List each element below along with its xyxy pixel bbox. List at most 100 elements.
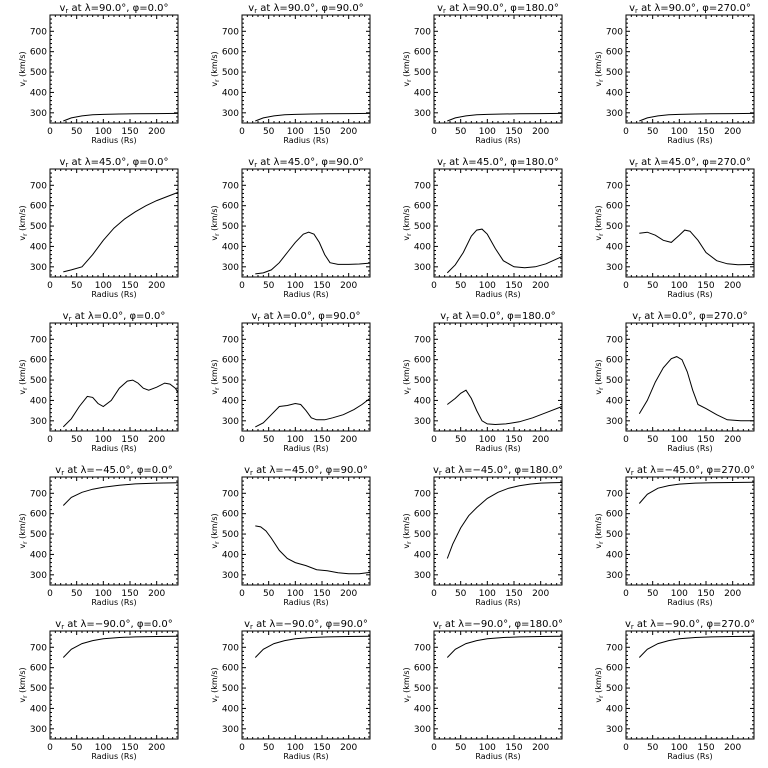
x-tick-label: 0 xyxy=(431,589,437,599)
ylabel-unit: (km/s) xyxy=(594,359,603,387)
y-tick-label: 700 xyxy=(414,27,431,37)
y-tick-label: 600 xyxy=(414,202,431,212)
y-tick-label: 300 xyxy=(414,109,431,119)
x-tick-label: 0 xyxy=(47,281,53,291)
y-tick-label: 300 xyxy=(222,417,239,427)
ylabel-v: v xyxy=(210,390,219,395)
ylabel-v: v xyxy=(18,544,27,549)
panel-title: vr at λ=90.0°, φ=90.0° xyxy=(248,3,363,15)
x-tick-label: 50 xyxy=(455,281,467,291)
y-tick-label: 300 xyxy=(606,109,623,119)
panel-title: vr at λ=0.0°, φ=0.0° xyxy=(63,311,166,323)
ylabel-unit: (km/s) xyxy=(18,51,27,79)
x-tick-label: 150 xyxy=(697,435,714,445)
ylabel-v: v xyxy=(402,544,411,549)
title-v: v xyxy=(63,311,69,322)
y-tick-label: 300 xyxy=(30,263,47,273)
title-subscript: r xyxy=(61,469,64,477)
x-tick-label: 50 xyxy=(71,281,83,291)
y-axis-label: vr (km/s) xyxy=(594,667,605,702)
plot-frame xyxy=(241,14,371,124)
y-tick-label: 300 xyxy=(30,417,47,427)
x-tick-label: 50 xyxy=(263,435,275,445)
y-axis-label: vr (km/s) xyxy=(210,667,221,702)
ylabel-unit: (km/s) xyxy=(402,667,411,695)
y-tick-label: 500 xyxy=(30,376,47,386)
title-text: at λ=−45.0°, φ=0.0° xyxy=(64,465,173,476)
ylabel-subscript: r xyxy=(598,79,605,82)
x-tick-label: 0 xyxy=(239,127,245,137)
x-tick-label: 50 xyxy=(71,589,83,599)
series-line xyxy=(255,525,371,575)
y-tick-label: 500 xyxy=(414,222,431,232)
ylabel-subscript: r xyxy=(214,695,221,698)
y-tick-label: 500 xyxy=(222,222,239,232)
ylabel-unit: (km/s) xyxy=(402,513,411,541)
chart-panel: vr at λ=90.0°, φ=0.0°0 50 100 150 2003004005… xyxy=(18,3,179,145)
panel-title: vr at λ=45.0°, φ=270.0° xyxy=(629,157,751,169)
title-subscript: r xyxy=(443,7,446,15)
y-tick-label: 400 xyxy=(30,396,47,406)
x-tick-label: 0 xyxy=(47,743,53,753)
y-axis-label: vr (km/s) xyxy=(402,359,413,394)
title-subscript: r xyxy=(635,161,638,169)
series-line xyxy=(62,635,179,658)
plot-frame xyxy=(625,476,755,586)
title-v: v xyxy=(433,465,439,476)
y-tick-label: 600 xyxy=(222,664,239,674)
ylabel-unit: (km/s) xyxy=(594,51,603,79)
title-subscript: r xyxy=(439,623,442,631)
title-subscript: r xyxy=(250,469,253,477)
chart-panel: vr at λ=45.0°, φ=0.0°0 50 100 150 2003004005… xyxy=(18,157,179,299)
panel-title: vr at λ=−45.0°, φ=270.0° xyxy=(625,465,755,477)
x-tick-label: 0 xyxy=(623,743,629,753)
series-line xyxy=(446,482,563,559)
x-axis-label: Radius (Rs) xyxy=(667,598,712,607)
title-v: v xyxy=(625,619,631,630)
ylabel-v: v xyxy=(402,236,411,241)
x-axis-label: Radius (Rs) xyxy=(91,290,136,299)
y-axis-label: vr (km/s) xyxy=(594,205,605,240)
y-axis-label: vr (km/s) xyxy=(18,359,29,394)
x-axis-label: Radius (Rs) xyxy=(667,444,712,453)
x-tick-label: 0 xyxy=(239,589,245,599)
y-tick-label: 700 xyxy=(606,27,623,37)
title-text: at λ=−45.0°, φ=180.0° xyxy=(442,465,563,476)
x-axis-label: Radius (Rs) xyxy=(667,290,712,299)
x-tick-label: 0 xyxy=(239,743,245,753)
ylabel-v: v xyxy=(402,82,411,87)
y-tick-label: 600 xyxy=(222,510,239,520)
x-tick-label: 200 xyxy=(724,743,741,753)
chart-panel: vr at λ=90.0°, φ=180.0°0 50 100 150 20030040… xyxy=(402,3,563,145)
x-axis-label: Radius (Rs) xyxy=(283,444,328,453)
title-v: v xyxy=(437,157,443,168)
title-subscript: r xyxy=(631,623,634,631)
x-tick-label: 150 xyxy=(121,589,138,599)
x-axis-label: Radius (Rs) xyxy=(475,290,520,299)
x-tick-label: 100 xyxy=(287,435,304,445)
ylabel-unit: (km/s) xyxy=(18,205,27,233)
ylabel-v: v xyxy=(594,390,603,395)
x-axis-label: Radius (Rs) xyxy=(283,290,328,299)
x-tick-label: 0 xyxy=(623,127,629,137)
y-tick-label: 400 xyxy=(606,242,623,252)
ylabel-unit: (km/s) xyxy=(210,205,219,233)
x-tick-label: 50 xyxy=(647,743,659,753)
panel-title: vr at λ=−45.0°, φ=0.0° xyxy=(55,465,172,477)
x-tick-label: 150 xyxy=(121,127,138,137)
ylabel-subscript: r xyxy=(406,387,413,390)
chart-panel: vr at λ=45.0°, φ=180.0°0 50 100 150 20030040… xyxy=(402,157,563,299)
title-v: v xyxy=(244,465,250,476)
y-tick-label: 700 xyxy=(222,181,239,191)
x-axis-label: Radius (Rs) xyxy=(667,752,712,761)
ylabel-v: v xyxy=(210,698,219,703)
panel-title: vr at λ=45.0°, φ=180.0° xyxy=(437,157,559,169)
x-tick-label: 200 xyxy=(532,127,549,137)
title-subscript: r xyxy=(257,315,260,323)
x-tick-label: 150 xyxy=(121,435,138,445)
x-tick-label: 200 xyxy=(148,281,165,291)
y-tick-label: 600 xyxy=(30,664,47,674)
title-subscript: r xyxy=(439,469,442,477)
ylabel-subscript: r xyxy=(598,541,605,544)
ylabel-subscript: r xyxy=(214,387,221,390)
